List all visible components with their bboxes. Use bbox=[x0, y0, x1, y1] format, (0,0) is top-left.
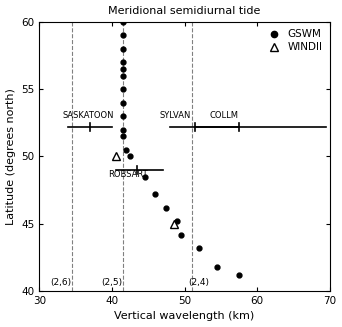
Title: Meridional semidiurnal tide: Meridional semidiurnal tide bbox=[108, 6, 261, 16]
Text: SASKATOON: SASKATOON bbox=[63, 111, 114, 120]
Text: ROBSART: ROBSART bbox=[108, 170, 148, 179]
Text: (2,4): (2,4) bbox=[188, 278, 209, 287]
X-axis label: Vertical wavelength (km): Vertical wavelength (km) bbox=[115, 311, 255, 321]
Y-axis label: Latitude (degrees north): Latitude (degrees north) bbox=[5, 88, 15, 225]
Text: (2,6): (2,6) bbox=[50, 278, 71, 287]
Text: SYLVAN: SYLVAN bbox=[159, 111, 190, 120]
Text: (2,5): (2,5) bbox=[101, 278, 122, 287]
Text: COLLM: COLLM bbox=[210, 111, 239, 120]
Legend: GSWM, WINDII: GSWM, WINDII bbox=[262, 27, 325, 54]
